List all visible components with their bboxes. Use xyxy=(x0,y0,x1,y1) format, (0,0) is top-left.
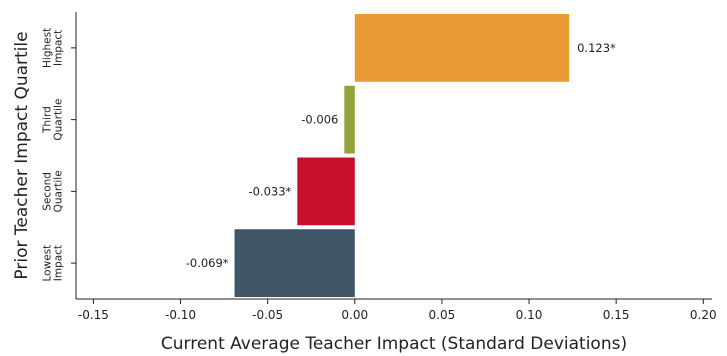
y-tick-label-text: ThirdQuartile xyxy=(41,99,64,141)
y-axis-title: Prior Teacher Impact Quartile xyxy=(12,31,32,279)
y-tick-label: ThirdQuartile xyxy=(41,99,64,141)
y-tick-label: SecondQuartile xyxy=(41,170,64,212)
bar-lowest-impact xyxy=(234,229,355,297)
x-tick-label: 0.15 xyxy=(603,308,630,322)
x-axis-title: Current Average Teacher Impact (Standard… xyxy=(161,334,627,354)
x-tick-label: 0.00 xyxy=(341,308,368,322)
x-tick-label: 0.05 xyxy=(429,308,456,322)
y-tick-label-text: SecondQuartile xyxy=(41,170,64,212)
bar-labels-group: 0.123* -0.006 -0.033* -0.069* xyxy=(186,41,616,270)
data-label-second-quartile: -0.033* xyxy=(248,184,291,198)
y-tick-label: HighestImpact xyxy=(41,28,64,68)
x-ticks-group: -0.15 -0.10 -0.05 0.00 0.05 0.10 0.15 0.20 xyxy=(78,299,717,322)
x-tick-label: -0.15 xyxy=(78,308,109,322)
x-tick-label: 0.10 xyxy=(516,308,543,322)
y-ticks-group: HighestImpact ThirdQuartile SecondQuartile… xyxy=(41,28,76,282)
data-label-lowest-impact: -0.069* xyxy=(186,256,229,270)
x-tick-label: 0.20 xyxy=(690,308,717,322)
x-tick-label: -0.05 xyxy=(252,308,283,322)
y-tick-label-text: HighestImpact xyxy=(41,28,64,68)
data-label-highest-impact: 0.123* xyxy=(577,41,616,55)
x-tick-label: -0.10 xyxy=(165,308,196,322)
y-tick-label: LowestImpact xyxy=(41,245,64,282)
bars-group xyxy=(234,14,570,297)
bar-highest-impact xyxy=(354,14,570,82)
bar-third-quartile xyxy=(344,85,355,154)
data-label-third-quartile: -0.006 xyxy=(301,113,338,127)
bar-second-quartile xyxy=(297,157,355,226)
y-tick-label-text: LowestImpact xyxy=(41,245,64,282)
